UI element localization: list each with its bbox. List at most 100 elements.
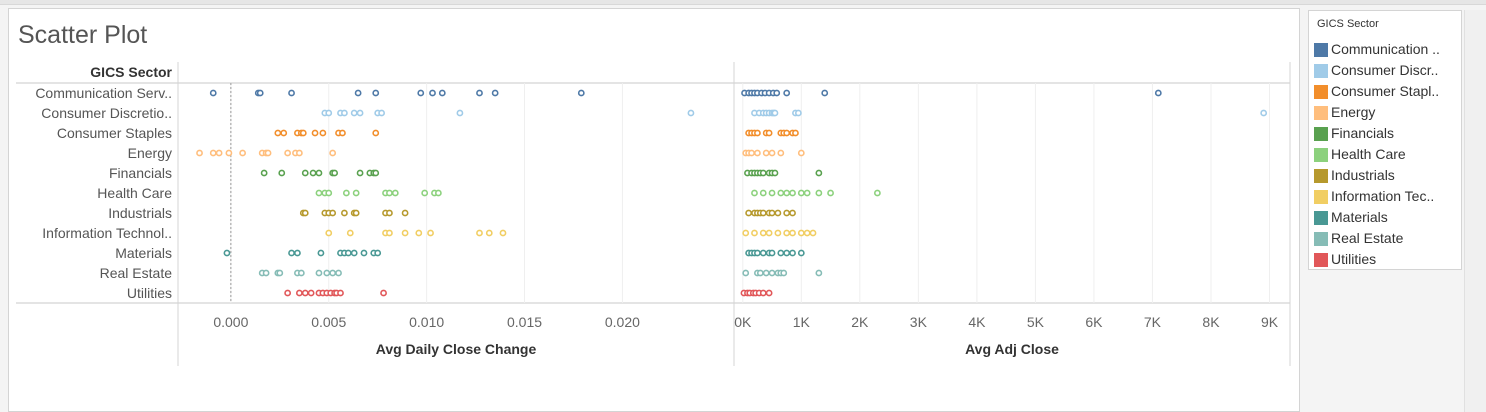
scatter-point <box>751 229 758 237</box>
scatter-point <box>372 169 380 177</box>
scatter-point <box>301 209 309 217</box>
scatter-point <box>415 229 423 237</box>
scatter-point <box>427 229 434 237</box>
scatter-point <box>491 89 499 97</box>
chart-title: Scatter Plot <box>18 21 148 49</box>
legend-label: Utilities <box>1331 251 1377 267</box>
legend-swatch <box>1314 232 1328 246</box>
scatter-point <box>765 129 773 137</box>
scatter-point <box>777 249 785 257</box>
scatter-point <box>821 89 829 97</box>
legend-swatch <box>1314 43 1328 57</box>
scatter-point <box>827 189 834 197</box>
scatter-point <box>797 149 805 157</box>
scatter-point <box>771 109 779 117</box>
legend-item[interactable]: Real Estate <box>1314 228 1460 249</box>
scatter-point <box>325 109 333 117</box>
scatter-point <box>301 169 309 177</box>
scatter-point <box>319 129 327 137</box>
legend-swatch <box>1314 106 1328 120</box>
scatter-point <box>780 269 788 277</box>
scatter-point <box>751 189 758 197</box>
scatter-point <box>356 109 364 117</box>
category-label: Consumer Discretio.. <box>41 105 172 121</box>
scatter-point <box>225 149 233 157</box>
category-label: Communication Serv.. <box>35 85 172 101</box>
scatter-point <box>311 129 319 137</box>
scatter-point <box>803 189 811 197</box>
legend-swatch <box>1314 85 1328 99</box>
legend-swatch <box>1314 127 1328 141</box>
scatter-point <box>339 129 346 137</box>
axis-title: Avg Daily Close Change <box>376 341 537 357</box>
legend-label: Consumer Stapl.. <box>1331 83 1440 99</box>
scatter-point <box>762 269 770 277</box>
legend-item[interactable]: Industrials <box>1314 165 1460 186</box>
category-label: Information Technol.. <box>42 225 172 241</box>
scatter-point <box>797 189 805 197</box>
scatter-point <box>768 209 776 217</box>
legend-item[interactable]: Information Tec.. <box>1314 186 1460 207</box>
scatter-point <box>1154 89 1162 97</box>
legend-label: Financials <box>1331 125 1395 141</box>
tick-label: 3K <box>910 314 928 330</box>
scatter-point <box>759 189 767 197</box>
scatter-point <box>774 229 782 237</box>
tick-label: 8K <box>1202 314 1220 330</box>
category-label: Energy <box>128 145 172 161</box>
scatter-point <box>329 269 337 277</box>
legend-swatch <box>1314 64 1328 78</box>
legend-item[interactable]: Consumer Discr.. <box>1314 60 1460 81</box>
scatter-point <box>815 189 823 197</box>
scatter-point <box>773 89 781 97</box>
scatter-point <box>754 129 761 137</box>
scatter-point <box>278 169 286 177</box>
legend-item[interactable]: Utilities <box>1314 249 1460 270</box>
top-toolbar-strip <box>0 0 1486 5</box>
scatter-point <box>499 229 507 237</box>
side-pane-edge <box>1464 10 1486 412</box>
scatter-point <box>797 249 805 257</box>
legend-item[interactable]: Health Care <box>1314 144 1460 165</box>
scatter-point <box>768 249 776 257</box>
scatter-point <box>295 289 303 297</box>
scatter-point <box>329 209 337 217</box>
scatter-point <box>374 249 382 257</box>
scatter-point <box>262 269 270 277</box>
scatter-point <box>386 189 393 197</box>
scatter-point <box>309 169 317 177</box>
legend-item[interactable]: Materials <box>1314 207 1460 228</box>
tick-label: 0.015 <box>507 314 542 330</box>
scatter-point <box>288 249 295 257</box>
scatter-point <box>756 269 764 277</box>
scatter-point <box>301 289 309 297</box>
scatter-point <box>765 229 773 237</box>
scatter-point <box>354 89 362 97</box>
scatter-point <box>329 149 337 157</box>
legend-item[interactable]: Energy <box>1314 102 1460 123</box>
category-label: Utilities <box>127 285 172 301</box>
scatter-point <box>209 149 217 157</box>
scatter-point <box>762 149 770 157</box>
axis-title: Avg Adj Close <box>965 341 1059 357</box>
scatter-point <box>771 169 779 177</box>
scatter-point <box>352 189 360 197</box>
legend-label: Communication .. <box>1331 41 1440 57</box>
scatter-point <box>344 249 352 257</box>
legend-item[interactable]: Financials <box>1314 123 1460 144</box>
legend-swatch <box>1314 190 1328 204</box>
scatter-point <box>794 109 802 117</box>
scatter-point <box>350 109 358 117</box>
scatter-point <box>789 189 796 197</box>
legend-item[interactable]: Communication .. <box>1314 39 1460 60</box>
scatter-point <box>352 209 360 217</box>
scatter-point <box>417 89 425 97</box>
scatter-point <box>256 89 264 97</box>
scatter-point <box>264 149 272 157</box>
scatter-point <box>341 209 348 217</box>
scatter-point <box>325 189 333 197</box>
scatter-point <box>260 169 268 177</box>
scatter-point <box>360 249 368 257</box>
legend-item[interactable]: Consumer Stapl.. <box>1314 81 1460 102</box>
scatter-point <box>476 229 483 237</box>
